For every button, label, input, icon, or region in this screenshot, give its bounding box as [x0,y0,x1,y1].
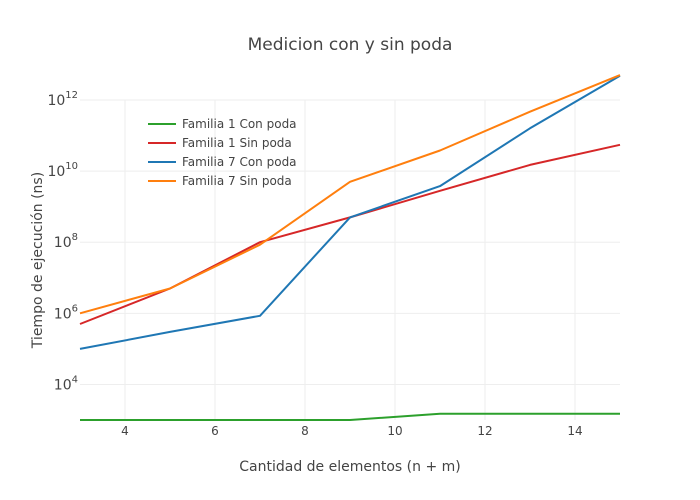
x-axis-title: Cantidad de elementos (n + m) [239,459,460,475]
legend-item[interactable]: Familia 7 Sin poda [148,174,292,188]
y-axis-title: Tiempo de ejecución (ns) [30,172,46,349]
x-tick-label: 6 [211,424,219,438]
y-tick-label: 108 [54,232,78,251]
x-tick-label: 12 [477,424,492,438]
legend-label: Familia 7 Sin poda [182,174,292,188]
series-line-4[interactable] [79,74,621,315]
legend[interactable]: Familia 1 Con poda Familia 1 Sin poda Fami… [148,117,297,188]
legend-item[interactable]: Familia 1 Con poda [148,117,297,131]
y-tick-label: 104 [54,374,78,393]
y-tick-label: 1010 [47,161,78,180]
legend-label: Familia 7 Con poda [182,155,297,169]
legend-label: Familia 1 Con poda [182,117,297,131]
series-line-1[interactable] [80,412,620,421]
legend-label: Familia 1 Sin poda [182,136,292,150]
legend-item[interactable]: Familia 1 Sin poda [148,136,292,150]
x-tick-label: 4 [121,424,129,438]
series-line-3[interactable] [79,74,621,350]
x-tick-label: 10 [387,424,402,438]
lines-layer [79,74,621,421]
y-tick-label: 106 [54,303,78,322]
legend-item[interactable]: Familia 7 Con poda [148,155,297,169]
y-tick-label: 1012 [47,90,78,109]
grid-layer [80,99,620,420]
chart-title: Medicion con y sin poda [248,35,453,55]
x-tick-label: 8 [301,424,309,438]
x-tick-label: 14 [567,424,582,438]
